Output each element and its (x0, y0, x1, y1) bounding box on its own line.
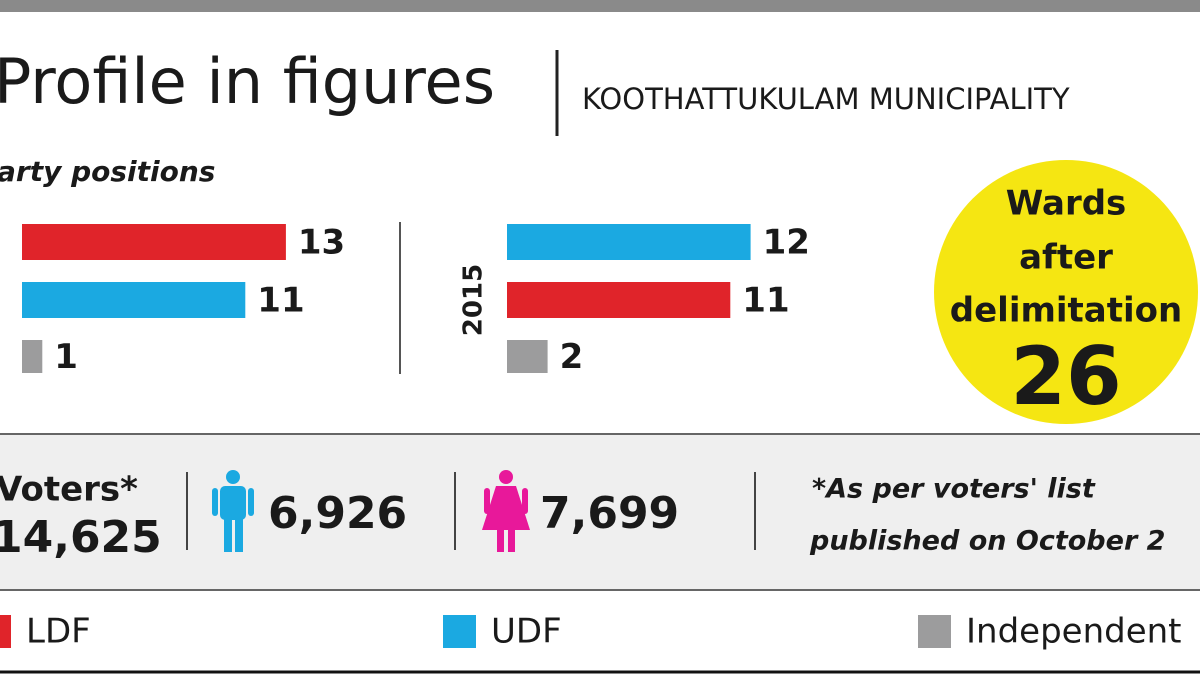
value-label: 11 (257, 281, 304, 321)
value-label: 13 (298, 223, 345, 263)
wards-label: Wards (1006, 184, 1127, 224)
bar (507, 340, 548, 373)
voters-label: Voters* (0, 470, 138, 510)
top-strip (0, 0, 1200, 12)
bar (22, 340, 43, 373)
bar (507, 282, 731, 318)
legend-label: LDF (26, 612, 91, 652)
wards-value: 26 (1010, 330, 1121, 423)
value-label: 2 (560, 337, 584, 377)
bar (22, 224, 286, 260)
value-label: 11 (742, 281, 789, 321)
female-voters: 7,699 (540, 488, 679, 539)
bar (507, 224, 751, 260)
footnote: *As per voters' list (812, 474, 1096, 505)
chart-year: 2015 (459, 264, 489, 336)
male-voters: 6,926 (268, 488, 407, 539)
legend-swatch (918, 615, 951, 648)
subtitle: KOOTHATTUKULAM MUNICIPALITY (582, 82, 1070, 116)
footnote: published on October 2 (809, 526, 1165, 557)
male-icon (212, 470, 254, 552)
legend-swatch (443, 615, 476, 648)
wards-circle (934, 160, 1198, 424)
legend-label: Independent (966, 612, 1182, 652)
value-label: 12 (763, 223, 810, 263)
voters-total: 14,625 (0, 512, 162, 563)
title: Profile in figures (0, 45, 495, 118)
voters-band (0, 434, 1200, 590)
section-title: arty positions (0, 155, 215, 188)
bar (22, 282, 246, 318)
legend-label: UDF (491, 612, 562, 652)
wards-label: after (1019, 238, 1113, 278)
legend-swatch (0, 615, 11, 648)
wards-label: delimitation (950, 291, 1182, 331)
value-label: 1 (54, 337, 78, 377)
female-icon (482, 470, 530, 552)
